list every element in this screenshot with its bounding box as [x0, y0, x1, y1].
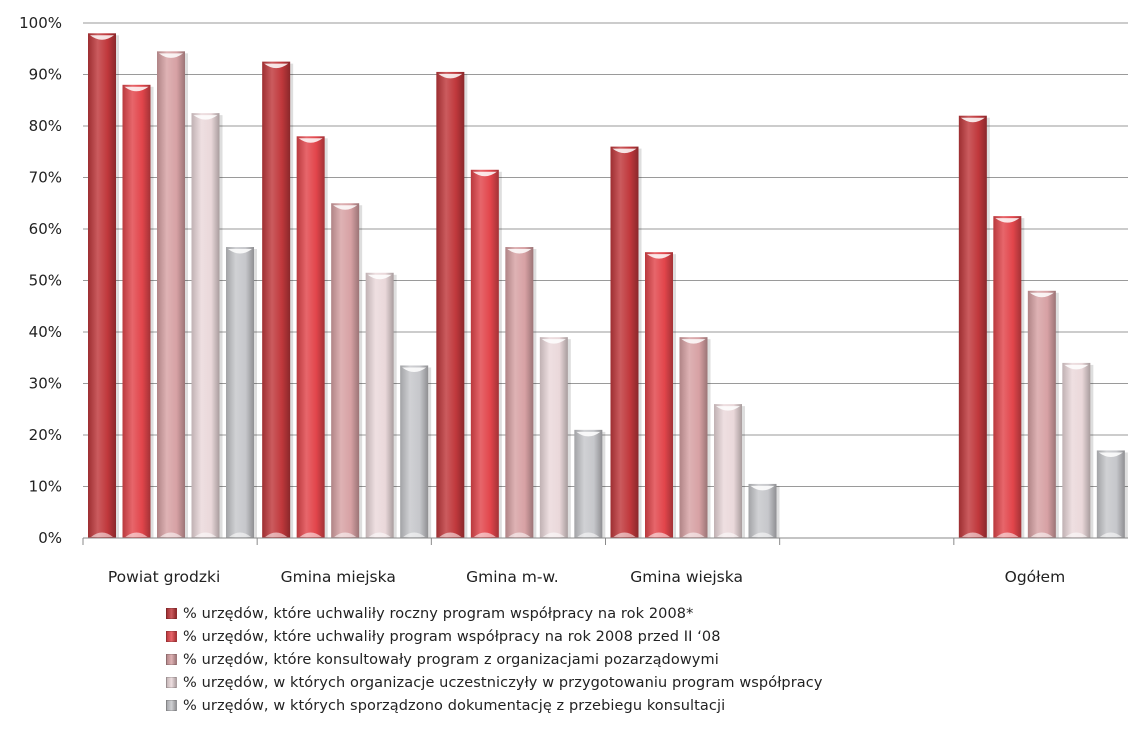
bar: [993, 216, 1025, 538]
y-tick-label: 0%: [38, 529, 62, 547]
legend-label: % urzędów, które konsultowały program z …: [183, 651, 719, 668]
bar: [191, 113, 223, 538]
bar: [226, 247, 257, 538]
y-tick-label: 90%: [29, 66, 62, 84]
x-axis-labels: Powiat grodzki Gmina miejska Gmina m-w. Gmi…: [108, 568, 1065, 586]
y-tick-label: 10%: [29, 478, 62, 496]
bar: [122, 84, 154, 539]
x-tick-label: Gmina m-w.: [466, 568, 559, 586]
bar: [1027, 290, 1059, 538]
bar: [400, 365, 432, 538]
bar: [296, 136, 328, 539]
bar: [714, 404, 745, 538]
bar: [365, 272, 397, 538]
y-tick-label: 80%: [29, 117, 62, 135]
legend-item: % urzędów, które konsultowały program z …: [166, 648, 823, 671]
y-tick-label: 60%: [29, 220, 62, 238]
legend-swatch: [166, 608, 177, 619]
legend-swatch: [166, 677, 177, 688]
bar: [748, 483, 780, 538]
bar: [574, 429, 606, 538]
y-tick-label: 30%: [29, 375, 62, 393]
x-tick-label: Ogółem: [1005, 568, 1066, 586]
bar: [505, 247, 537, 538]
legend-item: % urzędów, które uchwaliły program współ…: [166, 625, 823, 648]
bar-chart: 0% 10% 20% 30% 40% 50% 60% 70% 80% 90% 100% Powiat…: [19, 14, 1128, 586]
x-tick-label: Gmina miejska: [281, 568, 396, 586]
legend-swatch: [166, 631, 177, 642]
bar: [679, 337, 711, 538]
legend-label: % urzędów, które uchwaliły program współ…: [183, 628, 721, 645]
legend-swatch: [166, 654, 177, 665]
bar: [436, 71, 468, 539]
y-tick-label: 50%: [29, 272, 62, 290]
bar: [1062, 362, 1094, 538]
legend-label: % urzędów, w których organizacje uczestn…: [183, 674, 823, 691]
legend-label: % urzędów, które uchwaliły roczny progra…: [183, 605, 694, 622]
y-tick-label: 40%: [29, 323, 62, 341]
bar: [470, 169, 502, 538]
bar: [1096, 450, 1128, 538]
legend-item: % urzędów, w których organizacje uczestn…: [166, 671, 823, 694]
y-tick-label: 100%: [19, 14, 62, 32]
x-tick-label: Powiat grodzki: [108, 568, 220, 586]
y-axis-ticks: 0% 10% 20% 30% 40% 50% 60% 70% 80% 90% 100%: [19, 14, 62, 547]
bar: [157, 51, 188, 538]
bar: [958, 115, 990, 538]
bar: [331, 203, 363, 538]
legend-item: % urzędów, w których sporządzono dokumen…: [166, 694, 823, 717]
bar: [610, 146, 642, 538]
bar: [645, 252, 676, 539]
legend-item: % urzędów, które uchwaliły roczny progra…: [166, 602, 823, 625]
bar: [262, 61, 294, 538]
gridlines: [83, 22, 1128, 487]
x-tick-label: Gmina wiejska: [630, 568, 743, 586]
bar: [88, 33, 119, 539]
legend: % urzędów, które uchwaliły roczny progra…: [166, 602, 823, 717]
y-tick-label: 70%: [29, 169, 62, 187]
bars: [82, 33, 1128, 545]
y-tick-label: 20%: [29, 426, 62, 444]
legend-label: % urzędów, w których sporządzono dokumen…: [183, 697, 726, 714]
legend-swatch: [166, 700, 177, 711]
bar: [539, 337, 571, 538]
